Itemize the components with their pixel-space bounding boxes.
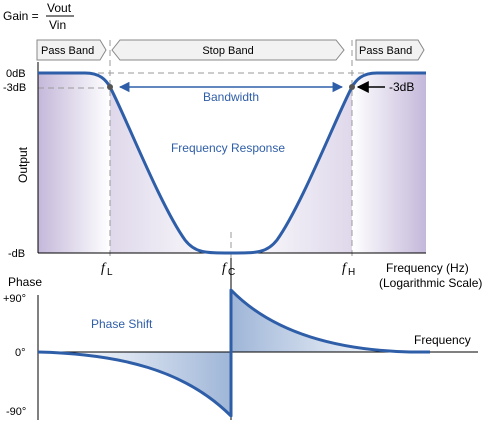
right-pass-band-shade	[352, 73, 426, 253]
phase-shift-curve	[37, 288, 430, 418]
phase-tick-plus90: +90°	[3, 293, 26, 305]
phase-negative-fill	[60, 352, 231, 415]
gain-denominator: Vin	[49, 18, 66, 32]
phase-shift-label: Phase Shift	[91, 317, 153, 331]
frequency-response-label: Frequency Response	[171, 141, 285, 155]
stop-band-label: Stop Band	[202, 45, 253, 57]
right-transition-shade	[232, 86, 352, 253]
left-transition-shade	[110, 86, 230, 253]
y-tick-minus-infinity-db: -dB	[8, 248, 25, 260]
fh-minus3db-point	[349, 84, 355, 90]
output-axis-label: Output	[16, 146, 30, 183]
stop-band-box	[111, 39, 345, 61]
fc-label: f C	[222, 261, 235, 278]
band-boxes: Pass Band Stop Band Pass Band	[36, 39, 425, 61]
bandwidth-label: Bandwidth	[203, 90, 259, 104]
fh-label: f H	[342, 261, 355, 278]
left-pass-band-label: Pass Band	[41, 45, 94, 57]
svg-text:f: f	[101, 261, 107, 276]
svg-text:f: f	[342, 261, 348, 276]
fl-label: f L	[101, 261, 113, 278]
right-pass-band-label: Pass Band	[359, 45, 412, 57]
gain-prefix: Gain =	[3, 9, 39, 23]
y-tick-0db: 0dB	[6, 68, 26, 80]
frequency-hz-label: Frequency (Hz)	[386, 261, 469, 275]
phase-positive-fill	[231, 290, 400, 352]
phase-tick-0: 0°	[15, 347, 26, 359]
svg-text:C: C	[228, 267, 235, 278]
svg-text:H: H	[348, 267, 355, 278]
svg-text:f: f	[222, 261, 228, 276]
gain-numerator: Vout	[47, 1, 72, 15]
logarithmic-scale-label: (Logarithmic Scale)	[379, 276, 482, 290]
phase-title: Phase	[8, 275, 42, 289]
minus3db-marker-label: -3dB	[389, 80, 414, 94]
right-pass-band-box	[355, 39, 425, 61]
phase-frequency-label: Frequency	[414, 333, 471, 347]
left-pass-band-shade	[38, 73, 110, 253]
y-tick-minus3db: -3dB	[3, 82, 26, 94]
phase-tick-minus90: -90°	[6, 406, 26, 418]
fl-minus3db-point	[107, 84, 113, 90]
left-pass-band-box	[36, 39, 107, 61]
svg-text:L: L	[107, 267, 113, 278]
